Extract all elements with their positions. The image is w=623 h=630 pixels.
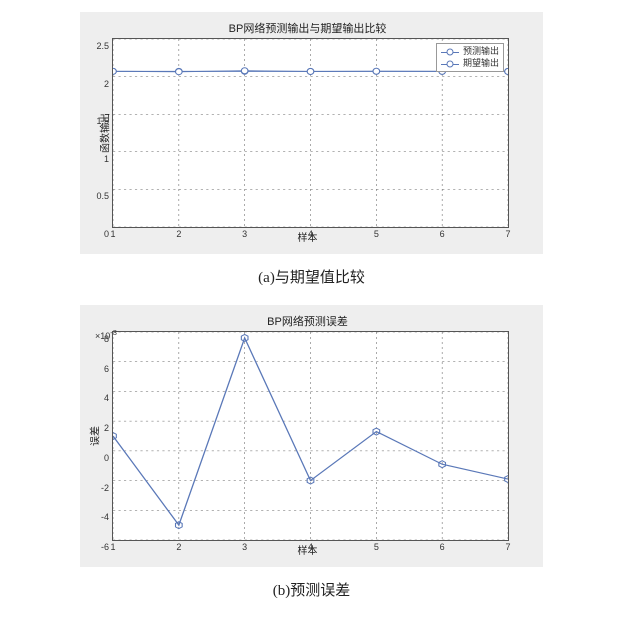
chart-a-panel: BP网络预测输出与期望输出比较 函数输出 00.511.522.5 预测输出 期… (80, 12, 543, 254)
chart-b-caption: (b)预测误差 (80, 579, 543, 600)
legend-item: 预测输出 (441, 46, 499, 58)
legend-label: 期望输出 (463, 58, 499, 70)
circle-marker-icon (441, 60, 459, 68)
chart-a-yticks: 00.511.522.5 (85, 45, 109, 237)
chart-b-xticks: 1234567 (113, 542, 508, 554)
chart-a-caption: (a)与期望值比较 (80, 266, 543, 287)
chart-b-plot: ×10-3 -6-4-202468 1234567 (112, 331, 509, 541)
chart-b-yticks: -6-4-202468 (85, 338, 109, 550)
chart-a-xticks: 1234567 (113, 229, 508, 241)
chart-b-panel: BP网络预测误差 误差 ×10-3 -6-4-202468 1234567 样本 (80, 305, 543, 567)
legend-label: 预测输出 (463, 46, 499, 58)
chart-a-plot: 00.511.522.5 预测输出 期望输出 1234567 (112, 38, 509, 228)
chart-a-title: BP网络预测输出与期望输出比较 (106, 20, 509, 36)
legend-item: 期望输出 (441, 58, 499, 70)
circle-marker-icon (441, 48, 459, 56)
chart-b-title: BP网络预测误差 (106, 313, 509, 329)
chart-a-legend: 预测输出 期望输出 (436, 43, 504, 72)
